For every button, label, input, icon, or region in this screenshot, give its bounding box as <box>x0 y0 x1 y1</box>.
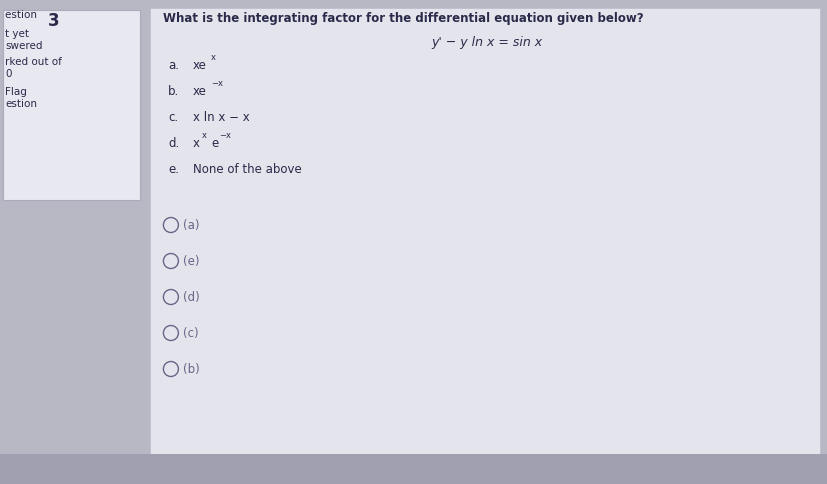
Text: x: x <box>211 53 216 62</box>
Text: y' − y ln x = sin x: y' − y ln x = sin x <box>430 36 542 49</box>
Text: xe: xe <box>193 85 207 98</box>
Text: c.: c. <box>168 111 178 124</box>
Text: estion: estion <box>5 99 37 109</box>
Text: e: e <box>211 137 218 150</box>
Text: What is the integrating factor for the differential equation given below?: What is the integrating factor for the d… <box>163 12 643 25</box>
Text: x: x <box>202 131 207 140</box>
Text: (b): (b) <box>183 363 199 376</box>
Text: −x: −x <box>218 131 231 140</box>
Text: −x: −x <box>211 79 222 88</box>
Text: t yet: t yet <box>5 29 29 39</box>
Text: x ln x − x: x ln x − x <box>193 111 250 124</box>
Text: estion: estion <box>5 10 41 20</box>
Text: swered: swered <box>5 41 42 51</box>
Text: a.: a. <box>168 59 179 72</box>
Bar <box>0 454 827 484</box>
Text: (c): (c) <box>183 327 198 339</box>
Text: e.: e. <box>168 163 179 176</box>
Text: None of the above: None of the above <box>193 163 301 176</box>
Text: 0: 0 <box>5 69 12 79</box>
Text: (d): (d) <box>183 290 199 303</box>
Text: 3: 3 <box>48 12 60 30</box>
Text: d.: d. <box>168 137 179 150</box>
Text: Flag: Flag <box>5 87 26 97</box>
Text: x: x <box>193 137 199 150</box>
FancyBboxPatch shape <box>3 10 140 200</box>
Text: (e): (e) <box>183 255 199 268</box>
Text: b.: b. <box>168 85 179 98</box>
Text: (a): (a) <box>183 218 199 231</box>
Bar <box>150 8 819 454</box>
Text: xe: xe <box>193 59 207 72</box>
Text: rked out of: rked out of <box>5 57 62 67</box>
